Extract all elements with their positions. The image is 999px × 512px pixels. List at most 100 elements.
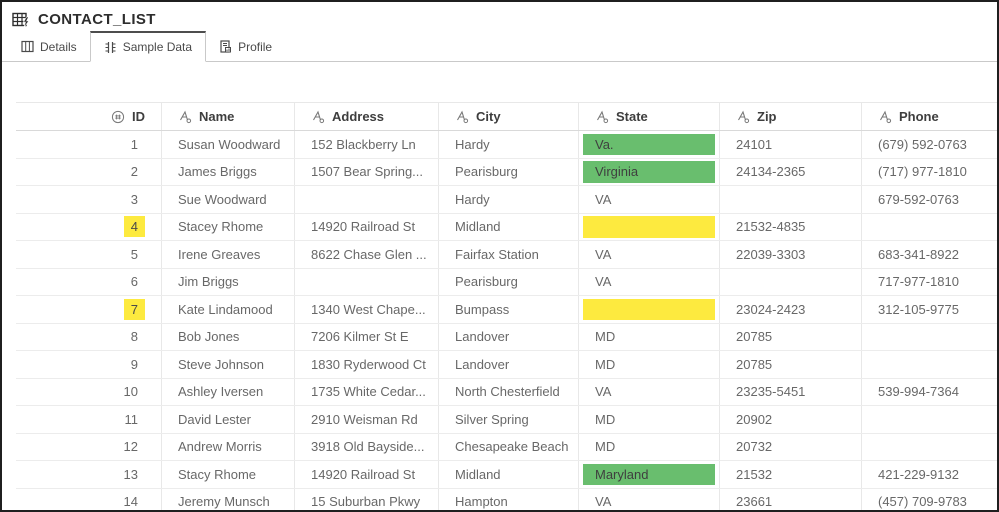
- address-cell[interactable]: 1340 West Chape...: [295, 296, 439, 323]
- id-cell[interactable]: 14: [16, 488, 162, 510]
- phone-cell[interactable]: 679-592-0763: [878, 191, 959, 207]
- city-cell[interactable]: Landover: [439, 351, 579, 378]
- state-cell[interactable]: MD: [579, 433, 720, 460]
- table-row[interactable]: 5 Irene Greaves 8622 Chase Glen ... Fair…: [16, 241, 997, 269]
- zip-cell[interactable]: 20785: [720, 323, 862, 350]
- state-cell[interactable]: MD: [579, 351, 720, 378]
- phone-cell[interactable]: 421-229-9132: [878, 466, 959, 482]
- zip-cell[interactable]: 23024-2423: [720, 296, 862, 323]
- state-cell[interactable]: Va.: [579, 131, 720, 158]
- phone-cell[interactable]: (679) 592-0763: [878, 136, 967, 152]
- table-row[interactable]: 7 Kate Lindamood 1340 West Chape... Bump…: [16, 296, 997, 324]
- address-cell[interactable]: [295, 268, 439, 295]
- zip-cell[interactable]: 21532: [720, 461, 862, 488]
- table-row[interactable]: 4 Stacey Rhome 14920 Railroad St Midland…: [16, 213, 997, 241]
- zip-cell[interactable]: 23661: [720, 488, 862, 510]
- state-cell[interactable]: VA: [579, 241, 720, 268]
- state-cell[interactable]: MD: [579, 406, 720, 433]
- address-cell[interactable]: 1735 White Cedar...: [295, 378, 439, 405]
- phone-cell[interactable]: [862, 351, 997, 378]
- address-cell[interactable]: 1830 Ryderwood Ct: [295, 351, 439, 378]
- city-cell[interactable]: Chesapeake Beach: [439, 433, 579, 460]
- id-cell[interactable]: 5: [16, 241, 162, 268]
- address-cell[interactable]: 2910 Weisman Rd: [295, 406, 439, 433]
- column-header-state[interactable]: State: [579, 103, 720, 130]
- name-cell[interactable]: Kate Lindamood: [162, 296, 295, 323]
- zip-cell[interactable]: 20785: [720, 351, 862, 378]
- zip-cell[interactable]: [720, 268, 862, 295]
- id-cell[interactable]: 8: [16, 323, 162, 350]
- address-cell[interactable]: [295, 186, 439, 213]
- column-header-id[interactable]: ID: [16, 103, 162, 130]
- address-cell[interactable]: 14920 Railroad St: [295, 461, 439, 488]
- city-cell[interactable]: Bumpass: [439, 296, 579, 323]
- address-cell[interactable]: 15 Suburban Pkwy: [295, 488, 439, 510]
- state-cell[interactable]: [579, 296, 720, 323]
- address-cell[interactable]: 8622 Chase Glen ...: [295, 241, 439, 268]
- table-row[interactable]: 2 James Briggs 1507 Bear Spring... Peari…: [16, 158, 997, 186]
- city-cell[interactable]: Pearisburg: [439, 158, 579, 185]
- column-header-zip[interactable]: Zip: [720, 103, 862, 130]
- name-cell[interactable]: Susan Woodward: [162, 131, 295, 158]
- id-cell[interactable]: 13: [16, 461, 162, 488]
- name-cell[interactable]: Jim Briggs: [162, 268, 295, 295]
- column-header-phone[interactable]: Phone: [862, 103, 997, 130]
- id-cell[interactable]: 12: [16, 433, 162, 460]
- name-cell[interactable]: Ashley Iversen: [162, 378, 295, 405]
- address-cell[interactable]: 14920 Railroad St: [295, 213, 439, 240]
- id-cell[interactable]: 1: [16, 131, 162, 158]
- state-cell[interactable]: MD: [579, 323, 720, 350]
- tab-profile[interactable]: Profile: [206, 32, 285, 61]
- column-header-address[interactable]: Address: [295, 103, 439, 130]
- name-cell[interactable]: David Lester: [162, 406, 295, 433]
- phone-cell[interactable]: [862, 406, 997, 433]
- city-cell[interactable]: Hampton: [439, 488, 579, 510]
- id-cell[interactable]: 2: [16, 158, 162, 185]
- phone-cell[interactable]: [862, 324, 997, 351]
- table-row[interactable]: 11 David Lester 2910 Weisman Rd Silver S…: [16, 406, 997, 434]
- tab-sample-data[interactable]: Sample Data: [89, 31, 207, 62]
- address-cell[interactable]: 7206 Kilmer St E: [295, 323, 439, 350]
- zip-cell[interactable]: [720, 186, 862, 213]
- phone-cell[interactable]: [862, 214, 997, 241]
- state-cell[interactable]: Virginia: [579, 158, 720, 185]
- id-cell[interactable]: 9: [16, 351, 162, 378]
- zip-cell[interactable]: 22039-3303: [720, 241, 862, 268]
- name-cell[interactable]: Stacey Rhome: [162, 213, 295, 240]
- city-cell[interactable]: Midland: [439, 213, 579, 240]
- city-cell[interactable]: Pearisburg: [439, 268, 579, 295]
- address-cell[interactable]: 3918 Old Bayside...: [295, 433, 439, 460]
- phone-cell[interactable]: [862, 434, 997, 461]
- state-cell[interactable]: VA: [579, 378, 720, 405]
- zip-cell[interactable]: 24101: [720, 131, 862, 158]
- name-cell[interactable]: Irene Greaves: [162, 241, 295, 268]
- table-row[interactable]: 13 Stacy Rhome 14920 Railroad St Midland…: [16, 461, 997, 489]
- table-row[interactable]: 6 Jim Briggs Pearisburg VA 717-977-1810: [16, 268, 997, 296]
- phone-cell[interactable]: 717-977-1810: [878, 274, 959, 290]
- zip-cell[interactable]: 20902: [720, 406, 862, 433]
- zip-cell[interactable]: 21532-4835: [720, 213, 862, 240]
- tab-details[interactable]: Details: [8, 32, 90, 61]
- name-cell[interactable]: James Briggs: [162, 158, 295, 185]
- table-row[interactable]: 8 Bob Jones 7206 Kilmer St E Landover MD…: [16, 323, 997, 351]
- id-cell[interactable]: 6: [16, 268, 162, 295]
- name-cell[interactable]: Bob Jones: [162, 323, 295, 350]
- id-cell[interactable]: 4: [16, 213, 162, 240]
- city-cell[interactable]: North Chesterfield: [439, 378, 579, 405]
- zip-cell[interactable]: 23235-5451: [720, 378, 862, 405]
- address-cell[interactable]: 152 Blackberry Ln: [295, 131, 439, 158]
- phone-cell[interactable]: 683-341-8922: [878, 246, 959, 262]
- city-cell[interactable]: Midland: [439, 461, 579, 488]
- name-cell[interactable]: Andrew Morris: [162, 433, 295, 460]
- state-cell[interactable]: Maryland: [579, 461, 720, 488]
- name-cell[interactable]: Jeremy Munsch: [162, 488, 295, 510]
- table-row[interactable]: 10 Ashley Iversen 1735 White Cedar... No…: [16, 378, 997, 406]
- state-cell[interactable]: VA: [579, 488, 720, 510]
- phone-cell[interactable]: (457) 709-9783: [878, 494, 967, 510]
- zip-cell[interactable]: 20732: [720, 433, 862, 460]
- state-cell[interactable]: VA: [579, 186, 720, 213]
- column-header-city[interactable]: City: [439, 103, 579, 130]
- name-cell[interactable]: Stacy Rhome: [162, 461, 295, 488]
- table-row[interactable]: 14 Jeremy Munsch 15 Suburban Pkwy Hampto…: [16, 488, 997, 510]
- address-cell[interactable]: 1507 Bear Spring...: [295, 158, 439, 185]
